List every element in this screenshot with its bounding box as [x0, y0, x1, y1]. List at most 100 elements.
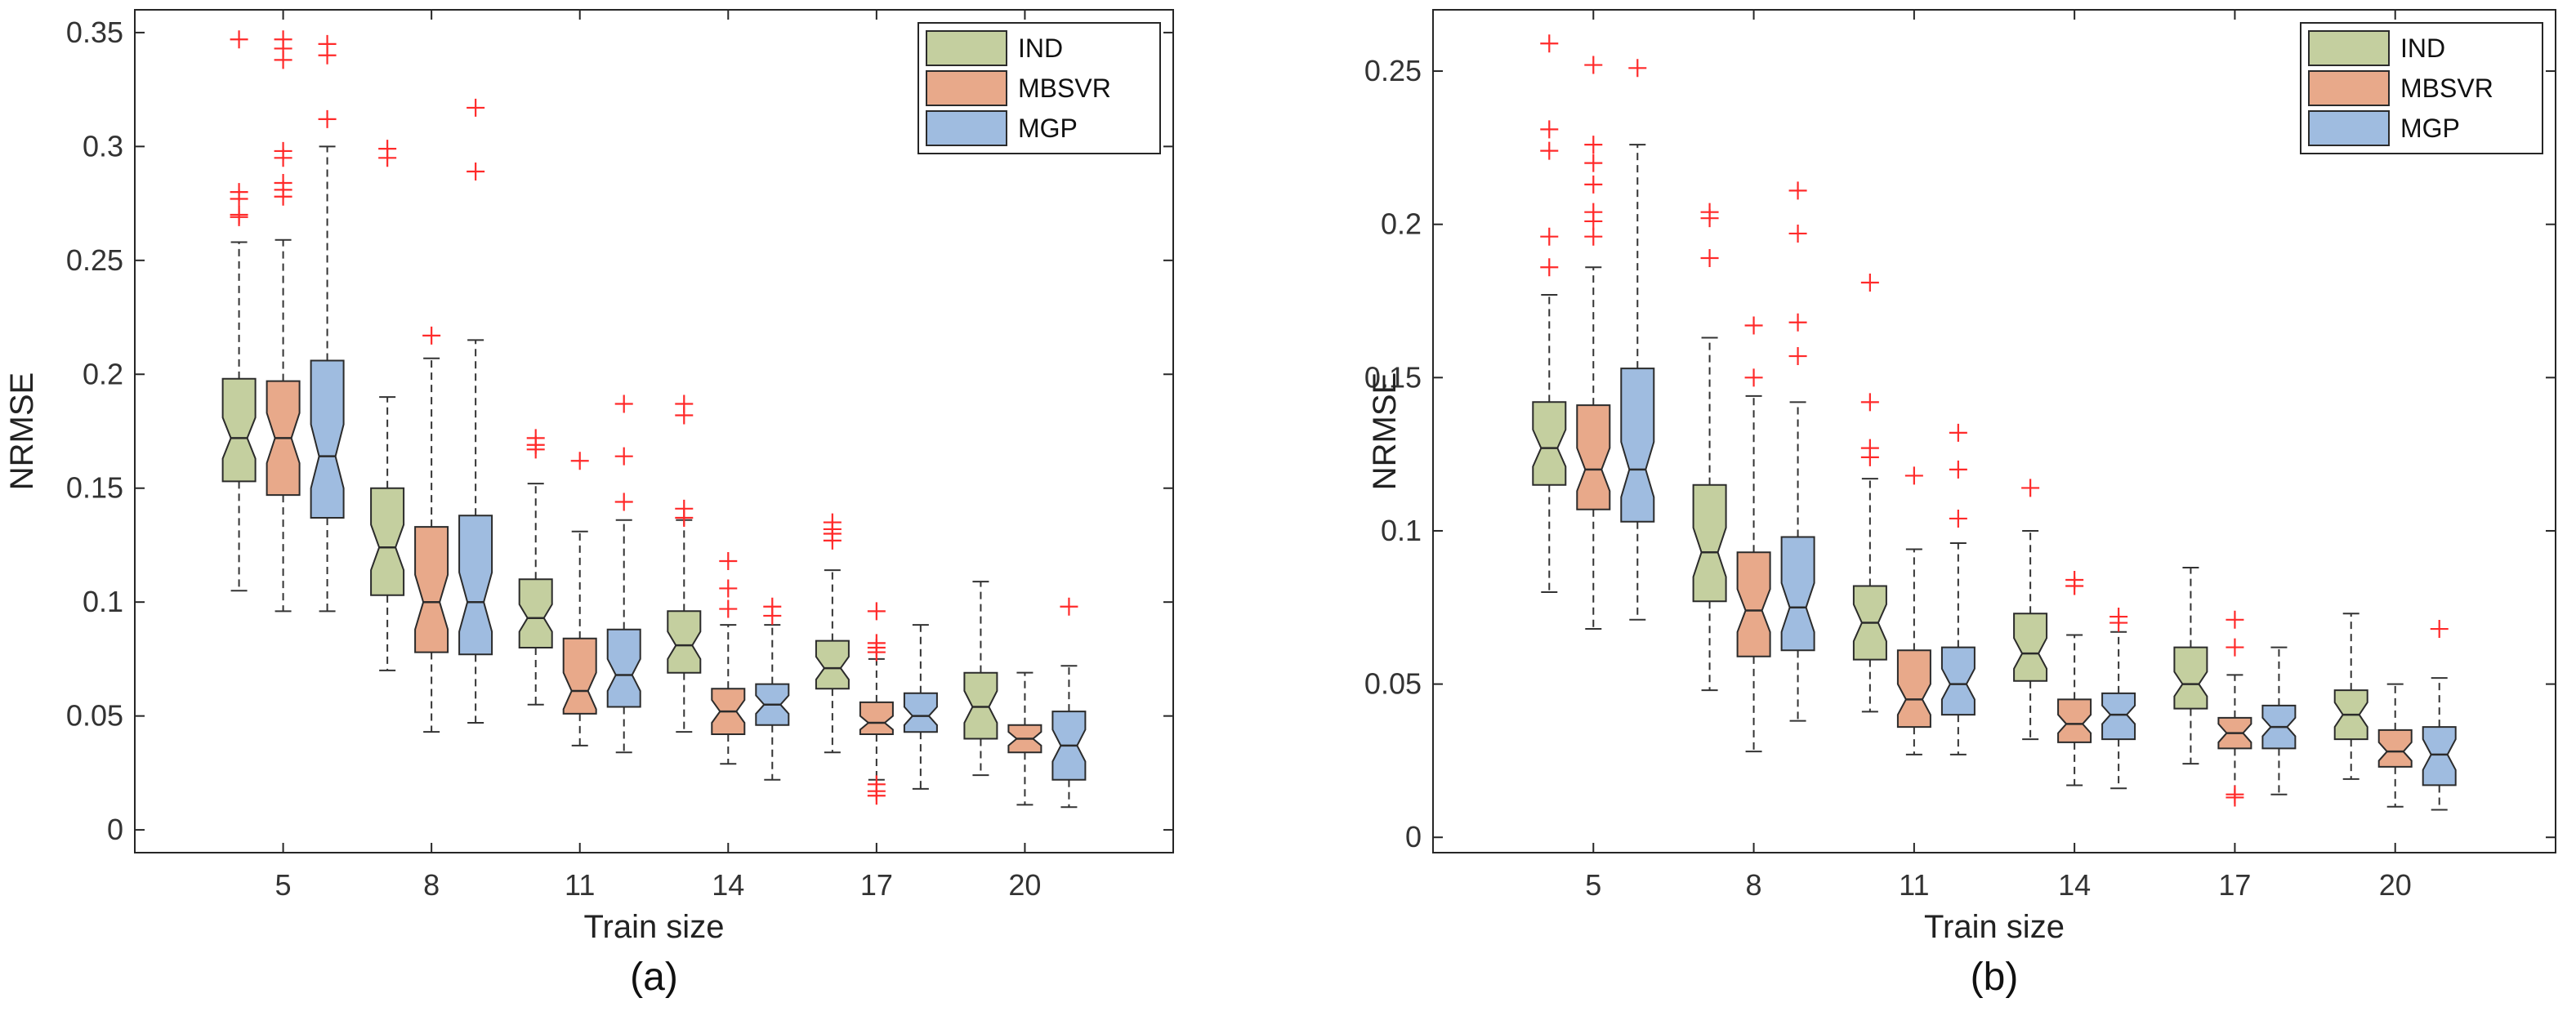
outlier-marker [1540, 227, 1559, 246]
outlier-marker [1584, 136, 1603, 154]
outlier-marker [867, 602, 886, 621]
x-tick-label: 20 [2379, 868, 2412, 902]
outlier-marker [1860, 273, 1879, 292]
outlier-marker [378, 149, 397, 167]
outlier-marker [1584, 212, 1603, 230]
outlier-marker [274, 51, 292, 69]
y-tick-label: 0.1 [1381, 514, 1422, 547]
outlier-marker [1949, 509, 1967, 528]
x-tick-label: 8 [423, 868, 440, 902]
outlier-marker [570, 452, 589, 470]
outlier-marker [1584, 227, 1603, 246]
box-mbsvr-11 [562, 452, 597, 746]
legend-swatch-mgp [926, 110, 1007, 146]
x-tick-label: 17 [860, 868, 893, 902]
box-body [1620, 368, 1655, 523]
box-body [606, 628, 641, 708]
box-body [1576, 404, 1611, 510]
box-mgp-11 [606, 394, 641, 754]
box-mbsvr-20 [1007, 671, 1042, 806]
x-tick-label: 20 [1008, 868, 1041, 902]
box-mbsvr-14 [2057, 571, 2092, 787]
outlier-marker [318, 109, 337, 128]
box-body [2057, 698, 2092, 743]
outlier-marker [2109, 613, 2128, 632]
outlier-marker [1860, 393, 1879, 412]
y-tick-label: 0.2 [1381, 207, 1422, 241]
box-mgp-20 [1051, 597, 1087, 809]
outlier-marker [1904, 466, 1923, 485]
box-body [1896, 649, 1931, 729]
outlier-marker [1788, 313, 1807, 332]
outlier-marker [1060, 597, 1078, 616]
box-mbsvr-5 [1576, 56, 1611, 631]
outlier-marker [614, 492, 633, 511]
y-tick-label: 0.3 [83, 129, 123, 163]
box-mgp-17 [903, 624, 938, 790]
box-body [667, 610, 702, 674]
box-mgp-8 [458, 98, 493, 724]
box-ind-17 [815, 513, 850, 754]
x-tick-label: 11 [1899, 868, 1929, 902]
outlier-marker [1584, 154, 1603, 172]
legend-label-ind: IND [1018, 33, 1063, 63]
legend-swatch-mbsvr [926, 70, 1007, 106]
x-tick-label: 14 [2058, 868, 2091, 902]
outlier-marker [1949, 460, 1967, 479]
outlier-marker [1584, 56, 1603, 74]
box-ind-5 [1532, 34, 1567, 594]
outlier-marker [2021, 479, 2040, 497]
legend-label-mbsvr: MBSVR [1018, 74, 1111, 103]
box-ind-17 [2173, 566, 2208, 765]
box-mgp-5 [310, 34, 345, 613]
box-body [562, 637, 597, 715]
box-ind-8 [370, 140, 405, 671]
legend-label-mbsvr: MBSVR [2400, 74, 2493, 103]
box-mbsvr-8 [1736, 316, 1771, 753]
box-body [2101, 692, 2136, 741]
outlier-marker [1584, 175, 1603, 194]
legend-label-mgp: MGP [1018, 114, 1078, 143]
outlier-marker [2226, 788, 2244, 807]
x-axis-label: Train size [1924, 909, 2065, 945]
box-body [963, 671, 998, 740]
outlier-marker [1540, 120, 1559, 139]
outlier-marker [467, 98, 485, 117]
legend: IND MBSVR MGP [917, 22, 1161, 154]
y-tick-label: 0.25 [66, 243, 123, 277]
outlier-marker [614, 394, 633, 413]
legend-swatch-ind [2308, 30, 2390, 66]
box-body [1940, 646, 1976, 716]
outlier-marker [867, 787, 886, 805]
y-tick-label: 0.1 [83, 585, 123, 618]
x-tick-label: 17 [2218, 868, 2251, 902]
box-mgp-17 [2261, 646, 2297, 795]
outlier-marker [2430, 620, 2449, 639]
outlier-marker [1744, 316, 1763, 335]
outlier-marker [823, 531, 842, 550]
y-tick-label: 0.15 [66, 471, 123, 505]
outlier-marker [675, 508, 694, 527]
outlier-marker [763, 606, 782, 625]
outlier-marker [1788, 224, 1807, 243]
box-body [1532, 401, 1567, 486]
box-body [370, 487, 405, 596]
legend-swatch-mbsvr [2308, 70, 2390, 106]
box-body [414, 526, 449, 653]
outlier-marker [719, 599, 738, 618]
box-mgp-5 [1620, 59, 1655, 621]
legend: IND MBSVR MGP [2300, 22, 2543, 154]
box-mgp-14 [755, 597, 790, 781]
box-body [310, 359, 345, 519]
box-body [2422, 726, 2457, 787]
y-tick-label: 0.15 [1364, 360, 1422, 394]
outlier-marker [1628, 59, 1647, 78]
y-tick-label: 0.25 [1364, 54, 1422, 87]
box-body [221, 377, 257, 483]
y-tick-label: 0 [107, 813, 123, 846]
outlier-marker [1949, 423, 1967, 442]
chart-panel-a: 0 0.05 0.1 0.15 0.2 0.25 0.3 0.35 5 8 11 14 17 20 Trai… [4, 9, 1174, 999]
y-tick-label: 0.35 [66, 16, 123, 49]
